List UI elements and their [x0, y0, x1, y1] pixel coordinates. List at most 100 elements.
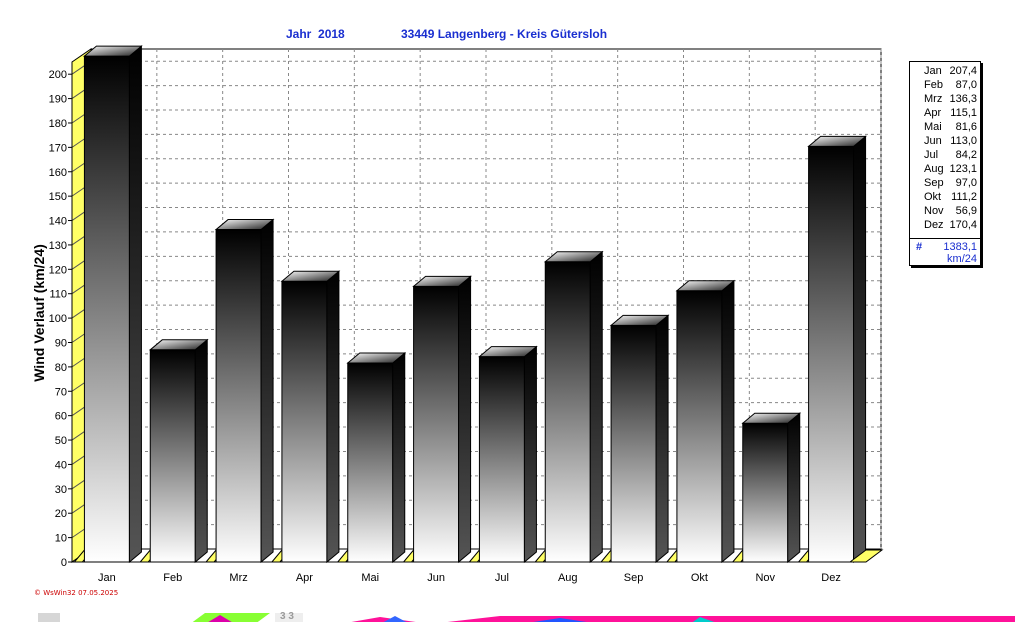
- bar-side: [655, 314, 669, 564]
- legend-value: 207,4: [949, 65, 977, 77]
- legend-total-unit: km/24: [947, 253, 977, 265]
- bar-side: [392, 351, 406, 564]
- y-tick-label: 50: [55, 435, 67, 447]
- bar-front: [478, 356, 525, 563]
- bar-front: [83, 55, 130, 563]
- bar-top: [478, 346, 538, 358]
- legend-month: Okt: [924, 191, 942, 203]
- bar: [205, 218, 275, 564]
- legend-value: 87,0: [955, 79, 977, 91]
- bar-side: [523, 345, 537, 564]
- x-tick-label: Apr: [296, 572, 313, 584]
- bar: [270, 270, 341, 564]
- bar-top: [675, 280, 736, 292]
- bar: [468, 345, 538, 564]
- bar-front: [610, 324, 657, 563]
- floor-edge-highlight: [848, 549, 884, 563]
- legend-month: Sep: [924, 177, 944, 189]
- bar-top: [543, 251, 604, 263]
- y-tick-label: 80: [55, 362, 67, 374]
- legend-divider: [910, 238, 980, 239]
- bar-top: [609, 314, 670, 326]
- bar-front: [347, 362, 394, 563]
- bar: [797, 135, 867, 564]
- x-tick-label: Nov: [755, 572, 775, 584]
- legend-value: 84,2: [955, 149, 977, 161]
- legend-row: Dez 170,4: [910, 218, 980, 232]
- footer-credit: © WsWin32 07.05.2025: [34, 589, 119, 597]
- legend-month: Nov: [924, 205, 944, 217]
- bar-front: [281, 280, 328, 563]
- y-tick-label: 160: [49, 167, 67, 179]
- bar-top: [83, 45, 143, 57]
- legend-month: Feb: [924, 79, 943, 91]
- x-tick-label: Mrz: [229, 572, 247, 584]
- y-tick-label: 90: [55, 337, 67, 349]
- legend-value: 113,0: [950, 135, 977, 147]
- legend-month: Aug: [924, 163, 944, 175]
- legend-month: Mrz: [924, 93, 943, 105]
- bar-side: [194, 338, 208, 564]
- x-tick-label: Okt: [691, 572, 708, 584]
- bar-side: [326, 270, 340, 564]
- legend: Jan 207,4 Feb 87,0 Mrz 136,3 Apr 115,1 Mai 81,6 Ju…: [909, 61, 981, 266]
- bar-side: [787, 412, 801, 564]
- legend-total-symbol: #: [916, 241, 923, 253]
- bar-top: [214, 219, 275, 231]
- y-tick-label: 110: [49, 289, 67, 301]
- y-tick-label: 40: [55, 459, 67, 471]
- legend-month: Apr: [924, 107, 942, 119]
- bar: [336, 351, 407, 564]
- y-tick-label: 100: [49, 313, 67, 325]
- y-tick-label: 60: [55, 411, 67, 423]
- bar-front: [215, 229, 262, 563]
- x-tick-label: Jun: [427, 572, 445, 584]
- bar-side: [853, 135, 867, 564]
- legend-row: Mai 81,6: [910, 120, 980, 134]
- legend-month: Mai: [924, 121, 942, 133]
- legend-value: 115,1: [950, 107, 977, 119]
- x-tick-label: Feb: [163, 572, 182, 584]
- legend-total-value: 1383,1: [943, 241, 977, 253]
- x-tick-label: Mai: [361, 572, 379, 584]
- x-tick-label: Jan: [98, 572, 116, 584]
- x-tick-label: Jul: [495, 572, 509, 584]
- y-tick-label: 120: [49, 264, 67, 276]
- legend-value: 111,2: [951, 191, 977, 203]
- bar-top: [741, 412, 802, 424]
- legend-row: Aug 123,1: [910, 162, 980, 176]
- bar-chart: 0 10 20 30 40 50 60 70 80 90 100 110 120 130 140 150 160…: [31, 45, 884, 584]
- y-tick-label: 180: [49, 118, 67, 130]
- bar: [665, 279, 736, 564]
- legend-month: Jun: [924, 135, 942, 147]
- legend-row: Feb 87,0: [910, 78, 980, 92]
- y-tick-label: 70: [55, 386, 67, 398]
- bar-front: [742, 422, 789, 563]
- legend-value: 97,0: [955, 177, 977, 189]
- legend-row: Nov 56,9: [910, 204, 980, 218]
- bar-top: [148, 339, 209, 351]
- bar-top: [412, 275, 472, 287]
- y-axis-title: Wind Verlauf (km/24): [31, 244, 47, 382]
- bar-front: [808, 145, 855, 563]
- bar: [73, 45, 143, 564]
- bar-side: [128, 45, 142, 564]
- bar-front: [676, 290, 723, 563]
- bottom-strip-label: 3 3: [280, 611, 294, 622]
- legend-value: 123,1: [949, 163, 977, 175]
- y-tick-label: 0: [61, 557, 67, 569]
- legend-row: Mrz 136,3: [910, 92, 980, 106]
- legend-value: 81,6: [955, 121, 977, 133]
- x-tick-label: Aug: [558, 572, 578, 584]
- y-tick-label: 200: [49, 69, 67, 81]
- bottom-strip: 3 3: [0, 611, 1015, 622]
- bar-front: [544, 261, 591, 563]
- legend-row: Jul 84,2: [910, 148, 980, 162]
- bar-side: [721, 279, 735, 564]
- bar-top: [346, 352, 407, 364]
- bar-front: [149, 349, 196, 563]
- y-tick-label: 20: [55, 508, 67, 520]
- bar: [402, 275, 472, 564]
- bar: [534, 250, 604, 564]
- x-tick-label: Sep: [624, 572, 644, 584]
